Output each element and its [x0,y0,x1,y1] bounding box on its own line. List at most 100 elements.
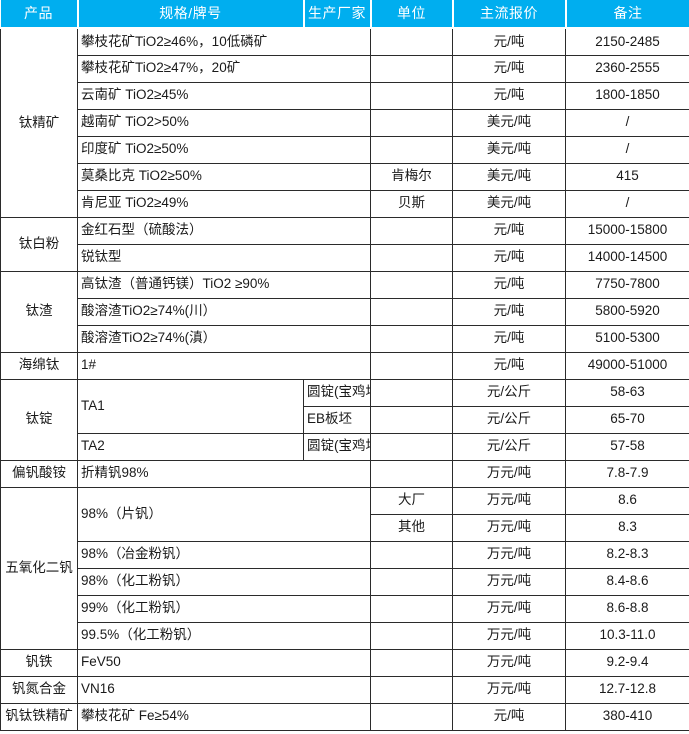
maker-cell [370,270,453,299]
table-row: 99.5%（化工粉钒）万元/吨10.3-11.0出厂 含税现金价 [1,621,689,650]
unit-cell: 美元/吨 [452,189,566,218]
spec-cell: 99.5%（化工粉钒） [77,621,371,650]
unit-cell: 元/公斤 [452,378,566,407]
price-cell: 8.6-8.8 [565,594,689,623]
maker-cell [370,594,453,623]
grade-cell: TA1 [77,378,304,434]
unit-cell: 元/吨 [452,54,566,83]
product-name-cell: 偏钒酸铵 [0,459,78,488]
maker-cell [370,432,453,461]
maker-cell [370,216,453,245]
unit-cell: 元/吨 [452,216,566,245]
price-cell: 14000-14500 [565,243,689,272]
price-cell: 12.7-12.8 [565,675,689,704]
table-row: 98%（化工粉钒）万元/吨8.4-8.6出厂 含税现金价 [1,567,689,596]
header-maker: 生产厂家 [302,0,372,29]
spec-cell: 攀枝花矿TiO2≥47%，20矿 [77,54,371,83]
unit-cell: 万元/吨 [452,513,566,542]
product-name-cell: 钛渣 [0,270,78,353]
unit-cell: 元/吨 [452,297,566,326]
price-cell: 49000-51000 [565,351,689,380]
maker-cell [370,54,453,83]
price-cell: 58-63 [565,378,689,407]
maker-cell [370,297,453,326]
product-name-cell: 钒钛铁精矿 [0,702,78,731]
spec-cell: 酸溶渣TiO2≥74%(滇） [77,324,371,353]
spec-cell: 越南矿 TiO2>50% [77,108,371,137]
price-cell: 8.4-8.6 [565,567,689,596]
header-row: 产品 规格/牌号 生产厂家 单位 主流报价 备注 [0,0,689,29]
table-row: 99%（化工粉钒）万元/吨8.6-8.8出厂 含税现金价 [1,594,689,623]
price-cell: 10.3-11.0 [565,621,689,650]
unit-cell: 万元/吨 [452,486,566,515]
header-spec: 规格/牌号 [76,0,305,29]
maker-cell [370,108,453,137]
maker-cell [370,702,453,731]
maker-cell [370,405,453,434]
unit-cell: 美元/吨 [452,135,566,164]
spec-cell: 高钛渣（普通钙镁）TiO2 ≥90% [77,270,371,299]
price-cell: 5100-5300 [565,324,689,353]
table-row: 印度矿 TiO2≥50%美元/吨/不含税港口交货 [1,135,689,164]
spec-sub-cell: 圆锭(宝鸡地区) [303,378,371,407]
unit-cell: 元/吨 [452,351,566,380]
maker-cell [370,27,453,56]
spec-sub-cell: EB板坯 [303,405,371,434]
spec-cell: 攀枝花矿 Fe≥54% [77,702,371,731]
spec-cell: FeV50 [77,648,371,677]
price-cell: 57-58 [565,432,689,461]
maker-cell [370,351,453,380]
price-cell: 2360-2555 [565,54,689,83]
unit-cell: 万元/吨 [452,621,566,650]
price-cell: 415 [565,162,689,191]
maker-cell [370,81,453,110]
spec-sub-cell: 圆锭(宝鸡地区) [303,432,371,461]
unit-cell: 元/吨 [452,270,566,299]
spec-cell: 折精钒98% [77,459,371,488]
spec-cell: 99%（化工粉钒） [77,594,371,623]
maker-cell [370,243,453,272]
unit-cell: 万元/吨 [452,540,566,569]
product-name-cell: 钛锭 [0,378,78,461]
spec-cell: 攀枝花矿TiO2≥46%，10低磷矿 [77,27,371,56]
price-cell: 7750-7800 [565,270,689,299]
maker-cell: 肯梅尔 [370,162,453,191]
product-name-cell: 钛精矿 [0,27,78,218]
price-cell: 2150-2485 [565,27,689,56]
price-cell: 9.2-9.4 [565,648,689,677]
product-name-cell: 五氧化二钒 [0,486,78,650]
price-cell: 7.8-7.9 [565,459,689,488]
price-cell: / [565,108,689,137]
spec-cell: 肯尼亚 TiO2≥49% [77,189,371,218]
spec-cell: 98%（化工粉钒） [77,567,371,596]
unit-cell: 万元/吨 [452,675,566,704]
maker-cell [370,135,453,164]
unit-cell: 万元/吨 [452,594,566,623]
maker-cell [370,621,453,650]
maker-cell [370,540,453,569]
header-product: 产品 [0,0,79,29]
price-cell: / [565,135,689,164]
spec-cell: 云南矿 TiO2≥45% [77,81,371,110]
product-name-cell: 钒铁 [0,648,78,677]
spec-cell: 印度矿 TiO2≥50% [77,135,371,164]
unit-cell: 万元/吨 [452,459,566,488]
spec-cell: VN16 [77,675,371,704]
price-cell: 65-70 [565,405,689,434]
spec-cell: 莫桑比克 TiO2≥50% [77,162,371,191]
